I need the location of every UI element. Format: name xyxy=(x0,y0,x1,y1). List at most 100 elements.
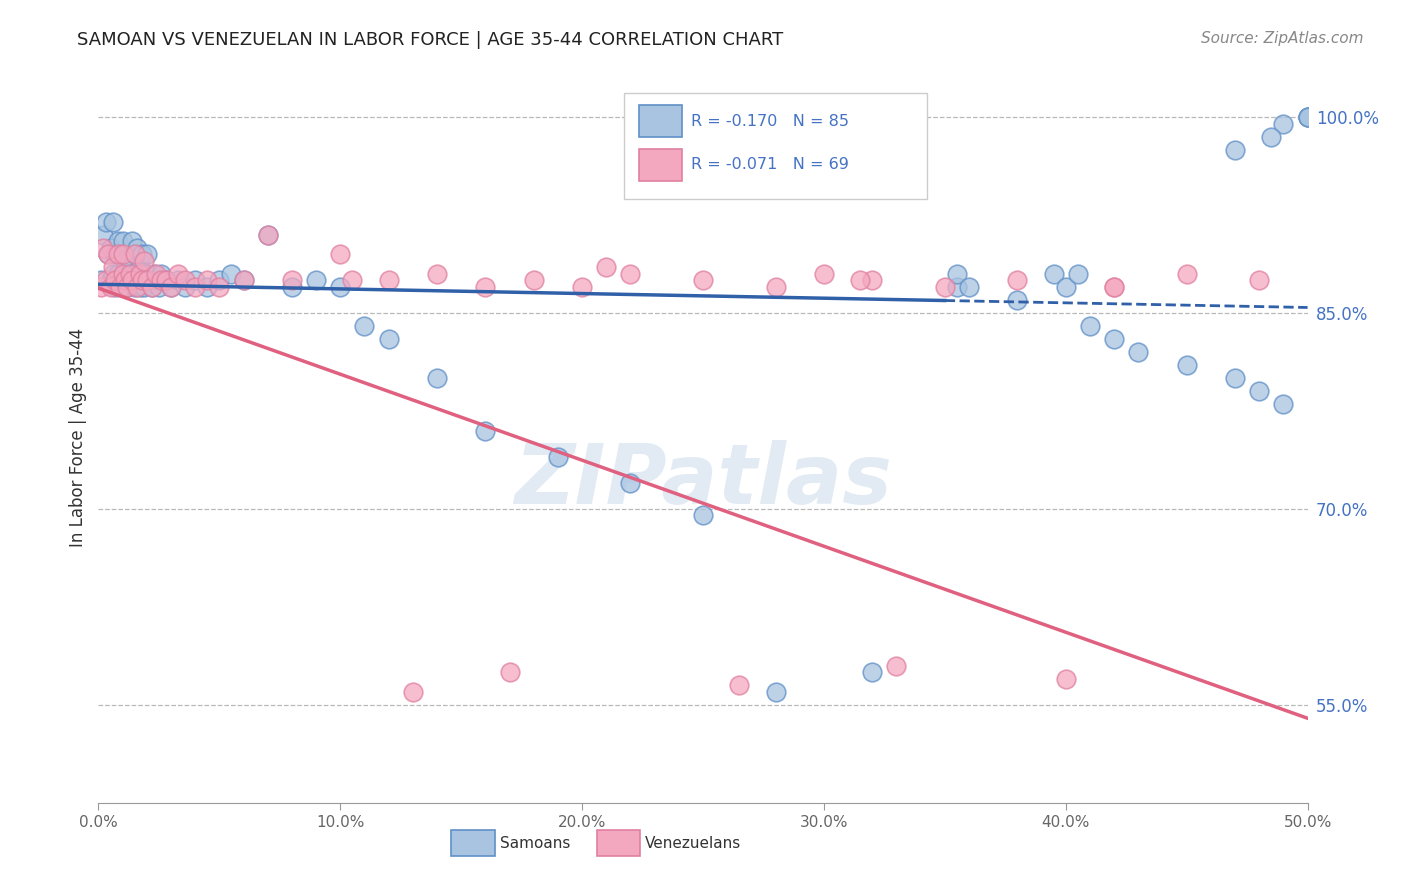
Point xyxy=(90,273,112,287)
Point xyxy=(353,319,375,334)
Point xyxy=(117,280,139,294)
Point xyxy=(160,280,183,294)
Point xyxy=(195,273,218,287)
Point xyxy=(107,267,129,281)
Text: Source: ZipAtlas.com: Source: ZipAtlas.com xyxy=(1201,31,1364,46)
Point xyxy=(155,273,177,287)
Point xyxy=(145,273,167,287)
Point xyxy=(111,267,134,281)
Point xyxy=(281,280,304,294)
Point xyxy=(946,267,969,281)
Point xyxy=(1042,267,1064,281)
Point xyxy=(150,267,173,281)
Point xyxy=(1175,267,1198,281)
Point xyxy=(1260,129,1282,144)
Point xyxy=(135,273,157,287)
Point xyxy=(765,685,787,699)
Point xyxy=(128,280,150,294)
Point xyxy=(127,280,149,294)
Point xyxy=(118,267,141,281)
FancyBboxPatch shape xyxy=(596,830,640,856)
Point xyxy=(329,280,352,294)
Point xyxy=(100,280,122,294)
Text: R = -0.071   N = 69: R = -0.071 N = 69 xyxy=(690,158,849,172)
Point xyxy=(1067,267,1090,281)
Point xyxy=(114,273,136,287)
Point xyxy=(174,273,197,287)
Text: R = -0.170   N = 85: R = -0.170 N = 85 xyxy=(690,113,849,128)
Point xyxy=(1102,280,1125,294)
Point xyxy=(117,280,139,294)
Point xyxy=(619,267,641,281)
Point xyxy=(1175,358,1198,372)
Point xyxy=(127,273,149,287)
Point xyxy=(232,273,254,287)
Point xyxy=(1272,397,1295,411)
Point xyxy=(174,280,197,294)
Point xyxy=(849,273,872,287)
Point xyxy=(1272,117,1295,131)
Point xyxy=(107,234,129,248)
Point xyxy=(1007,273,1029,287)
Point xyxy=(111,280,134,294)
Point xyxy=(184,280,207,294)
Point xyxy=(1296,110,1319,124)
FancyBboxPatch shape xyxy=(638,105,682,137)
Point xyxy=(886,658,908,673)
Point xyxy=(141,280,163,294)
Point xyxy=(342,273,364,287)
Point xyxy=(167,273,190,287)
Point xyxy=(121,234,143,248)
Point xyxy=(1249,273,1271,287)
Point xyxy=(1223,143,1246,157)
Point xyxy=(124,247,146,261)
Point xyxy=(91,227,114,242)
Point xyxy=(145,267,167,281)
Point xyxy=(108,247,131,261)
Point xyxy=(1223,371,1246,385)
Point xyxy=(111,247,134,261)
Point xyxy=(256,227,278,242)
Y-axis label: In Labor Force | Age 35-44: In Labor Force | Age 35-44 xyxy=(69,327,87,547)
Point xyxy=(131,273,153,287)
Point xyxy=(571,280,593,294)
Point xyxy=(860,273,883,287)
Point xyxy=(97,247,120,261)
Point xyxy=(108,280,131,294)
Point xyxy=(595,260,617,275)
Point xyxy=(934,280,956,294)
Point xyxy=(1078,319,1101,334)
Point xyxy=(619,475,641,490)
Point xyxy=(134,253,156,268)
Text: Venezuelans: Venezuelans xyxy=(645,836,741,851)
Point xyxy=(94,273,117,287)
Point xyxy=(124,280,146,294)
Point xyxy=(101,214,124,228)
Point xyxy=(474,280,496,294)
Point xyxy=(195,280,218,294)
Point xyxy=(143,267,166,281)
Point xyxy=(426,267,449,281)
Point xyxy=(728,678,751,692)
Point xyxy=(1007,293,1029,307)
Point xyxy=(402,685,425,699)
Point xyxy=(1054,280,1077,294)
Point xyxy=(135,267,157,281)
Point xyxy=(91,241,114,255)
Point xyxy=(860,665,883,680)
Point xyxy=(692,508,714,523)
Point xyxy=(377,273,399,287)
Point xyxy=(813,267,835,281)
Point xyxy=(104,247,127,261)
Point xyxy=(94,214,117,228)
Text: ZIPatlas: ZIPatlas xyxy=(515,441,891,522)
Point xyxy=(208,273,231,287)
Point xyxy=(128,260,150,275)
Point xyxy=(111,234,134,248)
Point xyxy=(141,280,163,294)
Point xyxy=(118,273,141,287)
Point xyxy=(107,247,129,261)
FancyBboxPatch shape xyxy=(451,830,495,856)
Point xyxy=(135,247,157,261)
Point xyxy=(498,665,520,680)
